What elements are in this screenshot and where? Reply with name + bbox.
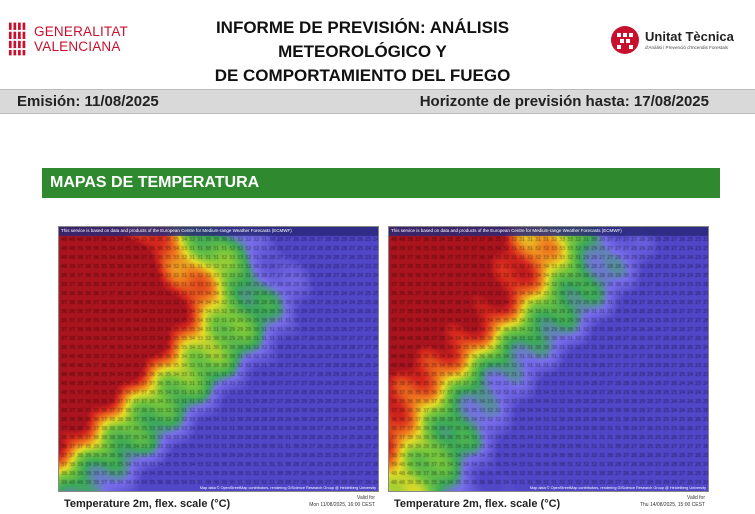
report-title: INFORME DE PREVISIÓN: ANÁLISIS METEOROLÓ… — [140, 16, 585, 88]
issue-date-band: Emisión: 11/08/2025 Horizonte de previsi… — [0, 89, 755, 114]
map-1-valid: Valid for Mon 11/08/2025, 16:00 CEST — [309, 495, 375, 508]
unitat-tecnica-subtitle: d'Anàlisi i Prevenció d'Incendis Foresta… — [645, 44, 728, 50]
forecast-horizon: Horizonte de previsión hasta: 17/08/2025 — [420, 93, 709, 110]
map-1-valid-label: Valid for — [357, 495, 375, 501]
generalitat-name-line2: VALENCIANA — [34, 39, 121, 54]
temperature-map-1: This service is based on data and produc… — [58, 226, 379, 492]
temperature-map-1-image — [59, 227, 378, 491]
map-2-credit: This service is based on data and produc… — [391, 228, 622, 233]
emission-date: Emisión: 11/08/2025 — [17, 93, 159, 110]
map-1-legend: Temperature 2m, flex. scale (°C) Valid f… — [58, 495, 379, 513]
map-2-attribution: Map data © OpenStreetMap contributors, r… — [529, 486, 706, 490]
report-title-line1: INFORME DE PREVISIÓN: ANÁLISIS METEOROLÓ… — [215, 18, 510, 61]
map-1-valid-time: Mon 11/08/2025, 16:00 CEST — [309, 501, 375, 508]
map-1-credit: This service is based on data and produc… — [61, 228, 292, 233]
unitat-tecnica-logo: Unitat Tècnica d'Anàlisi i Prevenció d'I… — [610, 22, 750, 58]
generalitat-logo: GENERALITAT VALENCIANA — [8, 14, 128, 64]
map-1-attribution: Map data © OpenStreetMap contributors, r… — [199, 486, 376, 490]
temperature-map-2: This service is based on data and produc… — [388, 226, 709, 492]
map-1-scale-label: Temperature 2m, flex. scale (°C) — [64, 498, 231, 510]
forecast-horizon-value: 17/08/2025 — [633, 93, 709, 110]
unitat-tecnica-title: Unitat Tècnica — [645, 28, 734, 44]
map-2-scale-label: Temperature 2m, flex. scale (°C) — [394, 498, 561, 510]
map-2-valid: Valid for Thu 14/08/2025, 15:00 CEST — [640, 495, 705, 508]
section-title: MAPAS DE TEMPERATURA — [50, 174, 260, 191]
map-2-valid-time: Thu 14/08/2025, 15:00 CEST — [639, 501, 705, 508]
map-2-legend: Temperature 2m, flex. scale (°C) Valid f… — [388, 495, 709, 513]
section-header: MAPAS DE TEMPERATURA — [42, 168, 720, 198]
temperature-map-2-image — [389, 227, 708, 491]
map-2-valid-label: Valid for — [687, 495, 705, 501]
generalitat-name-line1: GENERALITAT — [34, 24, 128, 39]
generalitat-emblem-icon — [8, 22, 29, 56]
report-title-line2: DE COMPORTAMIENTO DEL FUEGO — [214, 66, 511, 85]
unitat-tecnica-emblem-icon — [611, 26, 639, 54]
forecast-horizon-label: Horizonte de previsión hasta: — [419, 93, 634, 110]
